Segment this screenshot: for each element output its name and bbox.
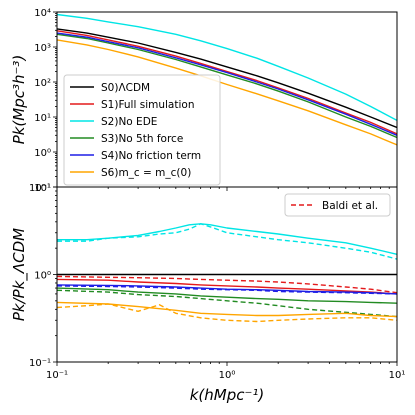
x-tick-label: 10⁻¹	[46, 370, 68, 381]
legend-box	[284, 193, 391, 217]
legend-label: Baldi et al.	[322, 200, 378, 212]
y-tick-label: 10⁰	[34, 148, 51, 159]
legend-box	[63, 74, 221, 186]
y-tick-label: 10⁰	[34, 271, 51, 282]
series-line	[57, 287, 397, 304]
y-tick-label: 10¹	[34, 113, 51, 124]
legend-label: S0)ΛCDM	[101, 82, 150, 94]
x-axis-label: k(hMpc⁻¹)	[190, 386, 265, 404]
legend-label: S4)No friction term	[101, 150, 201, 162]
y-axis-label: Pk/Pk_ΛCDM	[10, 228, 29, 321]
y-tick-label: 10⁻¹	[29, 183, 51, 194]
y-tick-label: 10⁻¹	[29, 358, 51, 369]
y-axis-label: Pk(Mpc³h⁻³)	[10, 55, 28, 145]
legend-label: S6)m_c = m_c(0)	[101, 167, 191, 179]
series-line	[57, 289, 397, 318]
series-line	[57, 30, 397, 135]
panel-pk: 10⁴ 10³ 10² 10¹ 10⁰ 10⁻¹ Pk(Mpc³h⁻³)	[10, 8, 398, 194]
legend-label: S3)No 5th force	[101, 133, 183, 145]
series-line	[57, 278, 397, 295]
legend-pk: S0)ΛCDM S1)Full simulation S2)No EDE S3)No …	[63, 74, 221, 186]
panel-ratio: 10¹ 10⁰ 10⁻¹ Pk/Pk_ΛCDM	[10, 183, 398, 369]
y-tick-label: 10⁴	[34, 8, 51, 19]
series-line	[57, 285, 397, 295]
series-line	[57, 275, 397, 294]
x-tick-label: 10¹	[389, 370, 406, 381]
series-line	[57, 32, 397, 136]
series-line	[57, 39, 397, 146]
y-tick-label: 10³	[34, 43, 51, 54]
series-line	[57, 33, 397, 139]
y-tick-label: 10²	[34, 78, 51, 89]
series-line	[57, 28, 397, 129]
y-tick-label: 10¹	[34, 183, 51, 194]
series-group	[57, 223, 397, 323]
series-line	[57, 301, 397, 318]
legend-ratio: Baldi et al.	[284, 193, 391, 217]
x-tick-label: 10⁰	[219, 370, 236, 381]
series-line	[57, 223, 397, 260]
series-line	[57, 223, 397, 255]
legend-label: S1)Full simulation	[101, 99, 194, 111]
legend-label: S2)No EDE	[101, 116, 157, 128]
series-line	[57, 303, 397, 323]
series-group	[57, 13, 397, 146]
series-line	[57, 13, 397, 122]
